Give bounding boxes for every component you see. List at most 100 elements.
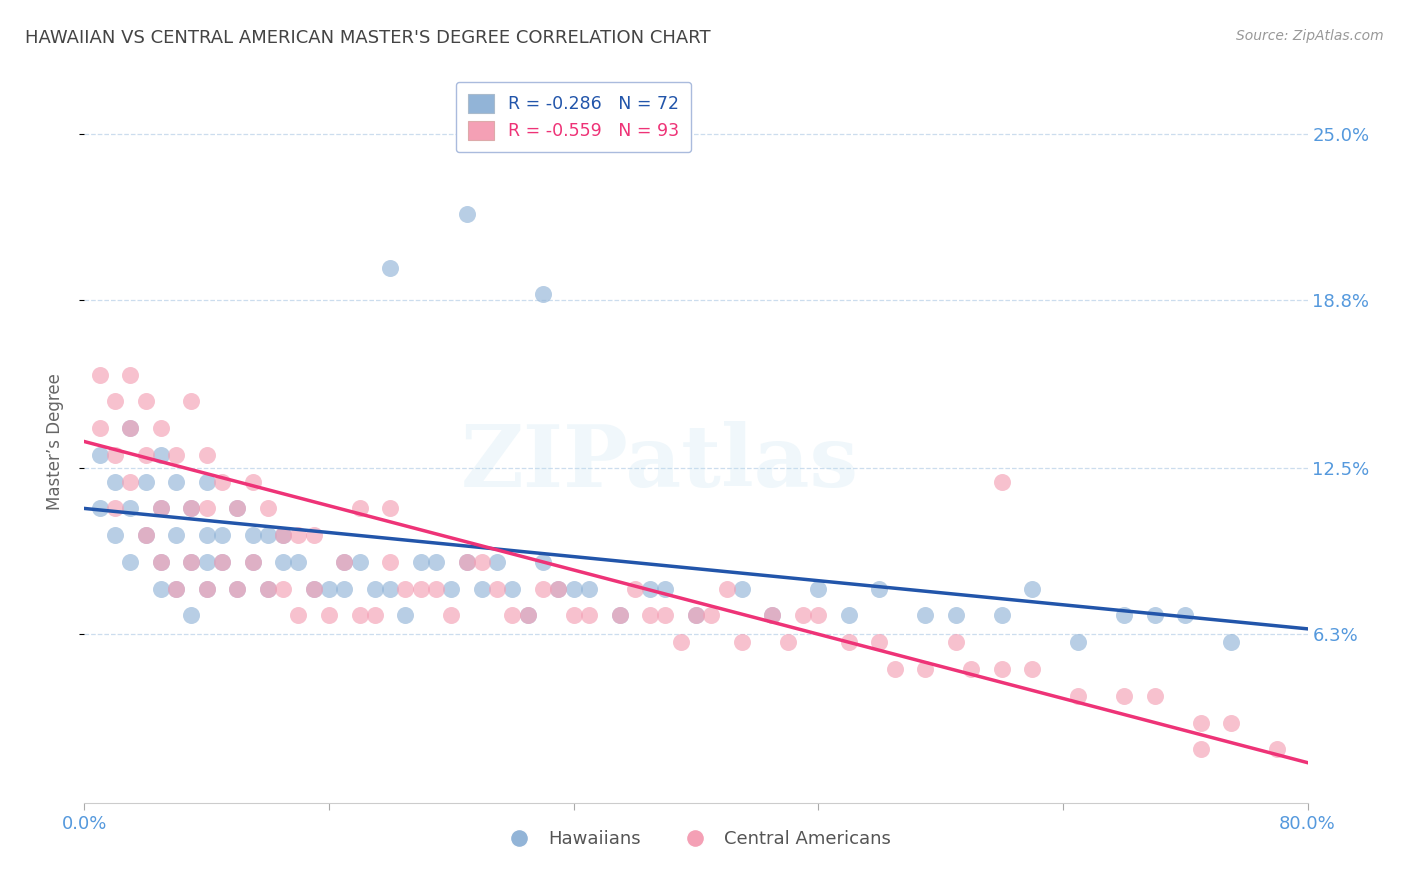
Point [257, 582, 280, 596]
Point [211, 555, 233, 569]
Point [1265, 742, 1288, 756]
Point [149, 421, 172, 435]
Point [838, 635, 860, 649]
Point [364, 608, 387, 623]
Point [486, 582, 509, 596]
Point [120, 475, 142, 489]
Point [531, 555, 554, 569]
Point [195, 582, 218, 596]
Point [89, 421, 111, 435]
Point [271, 528, 294, 542]
Point [409, 582, 432, 596]
Point [531, 287, 554, 301]
Point [165, 475, 187, 489]
Point [502, 608, 524, 623]
Point [731, 635, 754, 649]
Point [180, 555, 202, 569]
Point [195, 582, 218, 596]
Point [135, 528, 157, 542]
Point [287, 608, 309, 623]
Point [104, 475, 127, 489]
Point [624, 582, 647, 596]
Point [776, 635, 799, 649]
Point [380, 555, 402, 569]
Point [991, 475, 1014, 489]
Point [1021, 582, 1043, 596]
Point [211, 555, 233, 569]
Point [991, 608, 1014, 623]
Point [883, 662, 905, 676]
Point [1021, 662, 1043, 676]
Point [287, 528, 309, 542]
Point [165, 582, 187, 596]
Point [716, 582, 738, 596]
Point [425, 555, 447, 569]
Point [89, 368, 111, 382]
Point [165, 582, 187, 596]
Point [1174, 608, 1197, 623]
Point [271, 555, 294, 569]
Point [195, 528, 218, 542]
Point [502, 582, 524, 596]
Point [195, 501, 218, 516]
Point [333, 582, 356, 596]
Point [456, 555, 478, 569]
Point [1189, 715, 1212, 730]
Point [104, 394, 127, 409]
Point [226, 582, 249, 596]
Point [1067, 689, 1090, 703]
Point [807, 608, 830, 623]
Point [302, 582, 325, 596]
Point [838, 608, 860, 623]
Point [654, 608, 676, 623]
Point [149, 448, 172, 462]
Point [242, 475, 264, 489]
Point [731, 582, 754, 596]
Point [257, 528, 280, 542]
Point [211, 528, 233, 542]
Point [578, 608, 600, 623]
Point [120, 421, 142, 435]
Text: ZIPatlas: ZIPatlas [460, 421, 858, 505]
Point [364, 582, 387, 596]
Point [195, 475, 218, 489]
Point [149, 501, 172, 516]
Point [471, 582, 494, 596]
Point [471, 555, 494, 569]
Point [149, 555, 172, 569]
Point [242, 555, 264, 569]
Point [807, 582, 830, 596]
Point [226, 582, 249, 596]
Point [149, 582, 172, 596]
Point [211, 475, 233, 489]
Point [1114, 689, 1136, 703]
Point [104, 528, 127, 542]
Point [287, 555, 309, 569]
Point [380, 501, 402, 516]
Point [104, 448, 127, 462]
Point [869, 635, 891, 649]
Point [180, 501, 202, 516]
Point [195, 448, 218, 462]
Point [562, 582, 585, 596]
Point [349, 608, 371, 623]
Point [226, 501, 249, 516]
Point [394, 582, 416, 596]
Point [456, 207, 478, 221]
Point [685, 608, 707, 623]
Point [1220, 715, 1243, 730]
Point [165, 448, 187, 462]
Point [302, 528, 325, 542]
Point [486, 555, 509, 569]
Point [991, 662, 1014, 676]
Point [135, 448, 157, 462]
Legend: Hawaiians, Central Americans: Hawaiians, Central Americans [494, 822, 898, 855]
Point [1067, 635, 1090, 649]
Point [914, 662, 936, 676]
Point [226, 501, 249, 516]
Point [120, 555, 142, 569]
Point [380, 260, 402, 275]
Point [257, 582, 280, 596]
Point [792, 608, 814, 623]
Point [135, 475, 157, 489]
